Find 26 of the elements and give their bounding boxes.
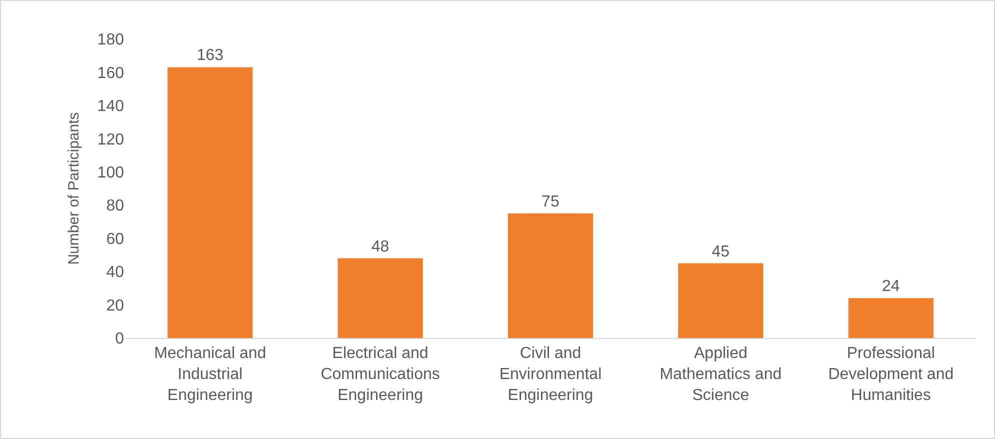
data-label: 24 [882, 278, 900, 296]
data-label: 163 [196, 47, 224, 64]
data-label: 75 [542, 193, 560, 210]
data-label: 48 [371, 238, 390, 256]
y-tick-label: 0 [115, 330, 124, 348]
y-tick-label: 120 [97, 131, 124, 148]
y-tick-label: 140 [97, 98, 124, 116]
y-tick-label: 180 [97, 32, 124, 49]
bar [168, 67, 253, 338]
x-tick-label: Civil and Environmental Engineering [499, 345, 602, 404]
y-tick-label: 160 [97, 64, 124, 82]
bar [338, 258, 423, 338]
y-tick-label: 40 [106, 264, 124, 282]
x-tick-label: Applied Mathematics and Science [660, 345, 782, 404]
x-tick-label: Electrical and Communications Engineering [320, 345, 440, 404]
x-tick-label: Professional Development and Humanities [828, 345, 954, 404]
y-tick-label: 80 [106, 198, 124, 215]
data-label: 45 [712, 243, 730, 260]
y-axis-title: Number of Participants [66, 112, 83, 265]
y-tick-label: 60 [106, 230, 124, 248]
y-tick-label: 20 [106, 297, 124, 314]
bar [848, 298, 934, 338]
bar [678, 263, 764, 338]
x-tick-label: Mechanical and Industrial Engineering [154, 345, 266, 404]
bar [508, 213, 594, 338]
y-tick-label: 100 [97, 164, 124, 182]
